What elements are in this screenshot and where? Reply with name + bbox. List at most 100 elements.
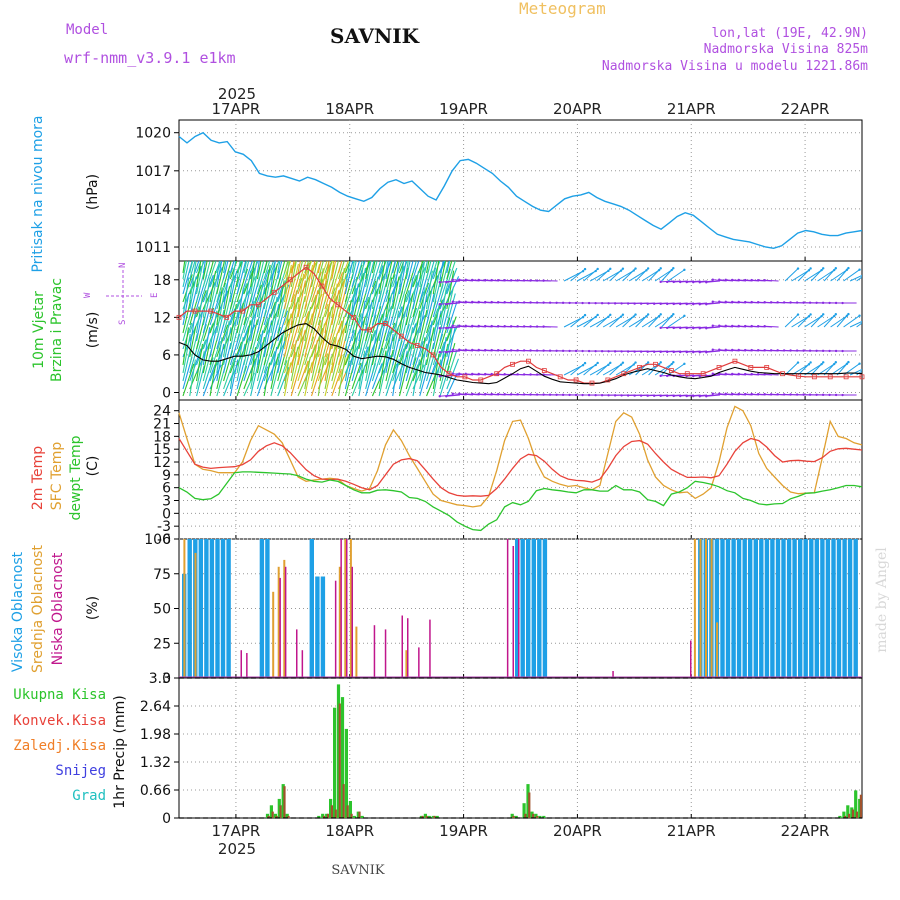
- wind-arrow: [223, 308, 236, 342]
- wind-arrow-head: [809, 313, 812, 316]
- wind-arrow: [405, 277, 414, 318]
- wind-arrow: [358, 267, 367, 303]
- wind-arrow-head: [587, 301, 591, 305]
- wind-arrow-head: [659, 394, 662, 398]
- cloud-mid-bar: [699, 539, 702, 678]
- wind-arrow: [223, 327, 232, 366]
- wind-arrow: [236, 287, 245, 326]
- wind-arrow: [432, 261, 438, 274]
- wind-arrow-head: [613, 394, 617, 397]
- wind-arrow: [338, 316, 345, 350]
- wind-arrow: [331, 312, 341, 342]
- wind-arrow: [297, 261, 304, 280]
- wind-arrow-head: [802, 393, 805, 396]
- wind-arrow-head: [834, 361, 838, 364]
- wind-arrow-head: [705, 351, 708, 354]
- wind-arrow: [324, 261, 330, 288]
- cloud-low-bar: [506, 539, 509, 678]
- wind-arrow-head: [743, 372, 747, 376]
- wind-arrow: [310, 264, 321, 295]
- rain-conv-bar: [271, 811, 274, 818]
- wind-arrow: [344, 261, 351, 288]
- wind-arrow: [324, 261, 333, 295]
- wind-arrow: [331, 354, 343, 390]
- wind-arrow-head: [822, 313, 825, 316]
- wind-arrow-head: [503, 393, 506, 396]
- wind-arrow: [425, 342, 435, 374]
- cloud-high-bar: [847, 539, 853, 678]
- wind-gust-marker: [414, 343, 420, 348]
- wind-arrow: [385, 261, 393, 288]
- wind-arrows: [182, 261, 873, 398]
- wind-arrow: [797, 268, 811, 282]
- wind-arrow: [622, 268, 636, 282]
- wind-arrow: [392, 348, 405, 382]
- cloud-high-bar: [759, 539, 764, 678]
- wind-arrow-head: [796, 267, 800, 270]
- cloud-high-bar: [831, 539, 836, 678]
- wind-arrow: [583, 268, 599, 282]
- wind-arrow-head: [535, 301, 539, 304]
- wind-arrow-head: [763, 393, 766, 396]
- wind-arrow: [602, 364, 622, 376]
- wind-arrow-head: [445, 303, 448, 306]
- wind-arrow-head: [626, 394, 630, 397]
- wind-arrow-head: [871, 268, 873, 270]
- wind-arrow-head: [743, 348, 747, 352]
- wind-arrow-head: [646, 361, 650, 364]
- wind-arrow: [830, 363, 848, 376]
- rain-total-bar: [277, 798, 281, 818]
- wind-arrow: [317, 323, 326, 358]
- wind-arrow: [419, 261, 423, 280]
- wind-arrow: [365, 333, 373, 374]
- wind-arrow-head: [789, 349, 792, 352]
- wind-arrow-head: [763, 373, 766, 376]
- wind-gust-marker: [208, 308, 214, 314]
- cloud-low-bar: [240, 650, 242, 678]
- wind-arrow: [412, 270, 420, 303]
- wind-arrow: [310, 340, 318, 374]
- dewpt-label: dewpt Temp: [68, 435, 84, 520]
- rain-conv-bar: [338, 703, 341, 818]
- wind-arrow-head: [731, 392, 734, 396]
- wind-arrow-head: [464, 300, 467, 304]
- rain-total-bar: [352, 815, 356, 818]
- wind-arrow: [243, 261, 248, 274]
- wind-arrow-head: [471, 372, 474, 376]
- wind-arrow: [609, 314, 624, 328]
- wind-gust-marker: [653, 361, 658, 367]
- wind-arrow: [304, 279, 313, 310]
- wind-arrow-head: [871, 314, 873, 316]
- y-tick-label: 18: [153, 429, 171, 445]
- wind-arrow: [310, 297, 321, 334]
- cloud-low-bar: [340, 539, 342, 678]
- y-tick-label: 0: [162, 811, 171, 827]
- wind-arrow: [195, 293, 204, 334]
- wind-arrow-head: [808, 301, 812, 304]
- wind-arrow: [304, 261, 313, 280]
- wind-arrow-head: [737, 324, 740, 328]
- wind-arrow: [256, 302, 266, 334]
- wind-arrow: [250, 261, 256, 274]
- wind-arrow: [385, 363, 398, 397]
- wind-arrow-head: [796, 313, 800, 316]
- rain-total-bar: [273, 813, 277, 818]
- cloud-high-bar: [781, 539, 786, 678]
- wind-arrow-head: [535, 349, 539, 352]
- wind-arrow: [817, 269, 835, 282]
- cloud-high-bar: [226, 539, 231, 678]
- wind-arrow-head: [509, 301, 513, 304]
- wind-arrow-head: [834, 349, 838, 353]
- wind-arrow-head: [522, 349, 526, 352]
- wind-arrow: [412, 276, 421, 310]
- wind-arrow-head: [750, 278, 753, 282]
- wind-arrow-head: [522, 325, 526, 328]
- wind-gust-marker: [176, 314, 182, 320]
- rain-conv-bar: [528, 792, 531, 818]
- wind-arrow: [256, 269, 270, 303]
- wind-arrow: [250, 353, 258, 390]
- wind-arrow-head: [692, 394, 695, 398]
- wind-arrow-head: [600, 350, 604, 353]
- wind-arrow-head: [841, 301, 844, 305]
